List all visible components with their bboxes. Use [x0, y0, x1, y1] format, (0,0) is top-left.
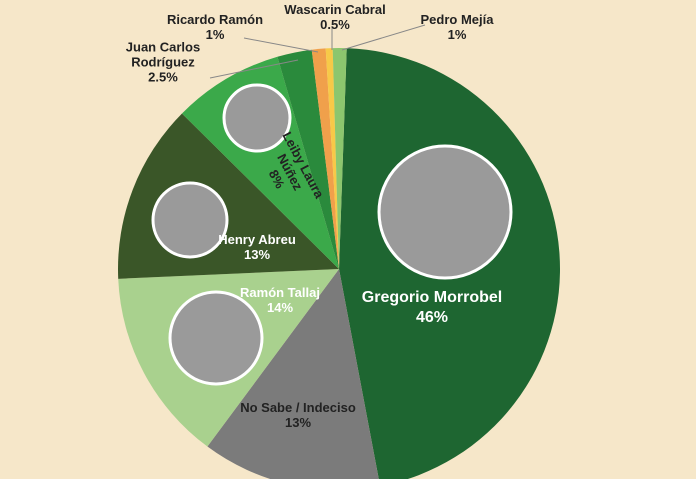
leader-line: [243, 37, 319, 53]
slice-name: No Sabe / Indeciso: [240, 400, 356, 415]
slice-value: 0.5%: [320, 17, 350, 32]
leader-line: [209, 59, 299, 79]
slice-name: Gregorio Morrobel: [361, 289, 503, 306]
leader-line: [341, 24, 426, 51]
slice-label: Ramón Tallaj 14%: [220, 285, 340, 315]
slice-value: 46%: [415, 309, 449, 326]
slice-label: Pedro Mejía 1%: [407, 12, 507, 42]
slice-label: Wascarin Cabral 0.5%: [275, 2, 395, 32]
slice-name: Juan Carlos Rodríguez: [125, 39, 201, 70]
pie-slice: [325, 48, 339, 270]
pie-slice: [181, 56, 339, 269]
pie-slice: [332, 47, 347, 269]
slice-name: Wascarin Cabral: [284, 2, 386, 17]
slice-value: 1%: [447, 27, 467, 42]
slice-value: 1%: [205, 27, 225, 42]
photo: [168, 290, 264, 386]
pie-slice: [207, 269, 379, 479]
slice-name: Henry Abreu: [218, 232, 296, 247]
pie-slice: [311, 48, 339, 269]
slice-name: Ramón Tallaj: [240, 285, 320, 300]
slice-label: Henry Abreu 13%: [197, 232, 317, 262]
slice-label: No Sabe / Indeciso 13%: [218, 400, 378, 430]
slice-value: 13%: [243, 247, 271, 262]
photo: [222, 83, 292, 153]
slice-label: Ricardo Ramón 1%: [160, 12, 270, 42]
slice-label: Gregorio Morrobel 46%: [332, 288, 532, 328]
photo: [377, 144, 513, 280]
pie-slice: [277, 49, 339, 270]
slice-value: 13%: [284, 415, 312, 430]
leader-lines: [209, 24, 426, 79]
slice-value: 2.5%: [148, 69, 178, 85]
slice-name: Pedro Mejía: [420, 12, 494, 27]
slice-label: Juan Carlos Rodríguez 2.5%: [113, 40, 213, 85]
photos: [151, 83, 513, 386]
slice-name: Ricardo Ramón: [166, 12, 264, 27]
photo: [151, 181, 229, 259]
slice-value: 14%: [266, 300, 294, 315]
